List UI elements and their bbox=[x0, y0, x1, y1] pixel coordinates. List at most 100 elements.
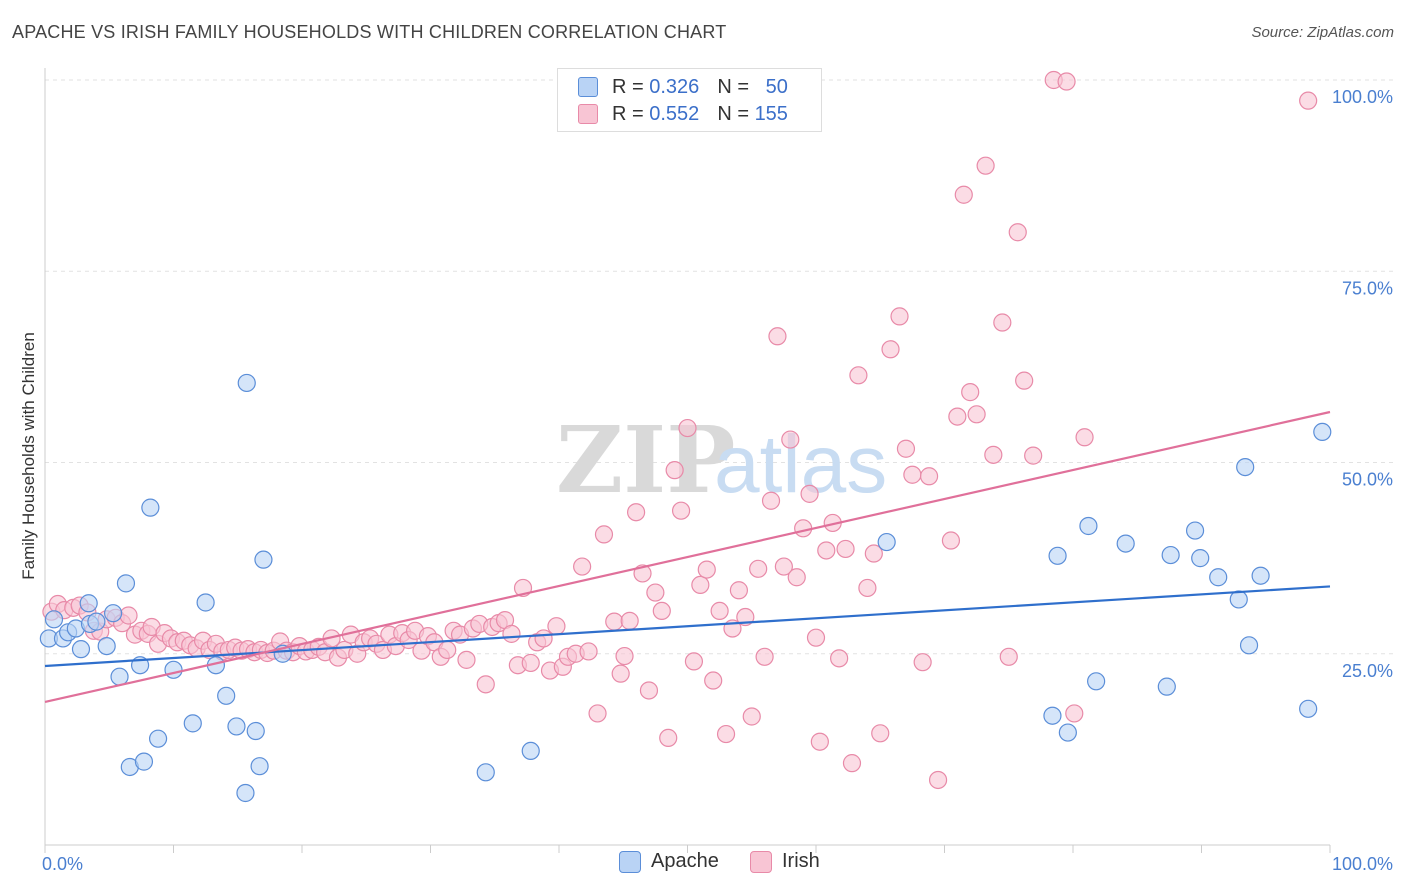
irish-point-71 bbox=[502, 624, 521, 643]
irish-point-96 bbox=[665, 461, 684, 480]
apache-point-34 bbox=[1048, 546, 1067, 565]
x-tick-label-0: 0.0% bbox=[42, 854, 83, 874]
irish-legend-label: Irish bbox=[782, 850, 820, 872]
irish-point-78 bbox=[547, 617, 566, 636]
irish-point-92 bbox=[639, 681, 659, 700]
apache-point-41 bbox=[1185, 521, 1205, 540]
apache-point-19 bbox=[183, 714, 202, 733]
irish-point-144 bbox=[999, 647, 1018, 666]
irish-point-119 bbox=[810, 732, 829, 751]
grid-lines bbox=[45, 79, 1395, 655]
trendlines bbox=[44, 410, 1331, 704]
legend-row-apache: R = 0.326 N = 50 bbox=[578, 74, 788, 100]
irish-point-85 bbox=[594, 525, 614, 544]
irish-r-value: 0.552 bbox=[649, 102, 700, 125]
apache-point-6 bbox=[79, 594, 98, 613]
apache-point-11 bbox=[110, 667, 129, 686]
irish-point-110 bbox=[755, 647, 774, 666]
y-tick-label-100: 100.0% bbox=[1332, 87, 1393, 107]
apache-point-40 bbox=[1161, 545, 1180, 565]
irish-point-142 bbox=[984, 445, 1003, 464]
irish-point-118 bbox=[806, 628, 826, 647]
apache-point-24 bbox=[236, 783, 255, 803]
apache-r-value: 0.326 bbox=[649, 75, 700, 98]
legend-item-apache[interactable]: Apache bbox=[619, 850, 719, 873]
irish-point-151 bbox=[1075, 428, 1094, 447]
irish-point-89 bbox=[620, 611, 639, 630]
irish-point-104 bbox=[716, 724, 736, 744]
apache-point-15 bbox=[134, 752, 154, 771]
irish-point-88 bbox=[615, 646, 634, 666]
apache-point-48 bbox=[1299, 699, 1318, 718]
apache-point-31 bbox=[521, 741, 540, 761]
x-tick-label-100: 100.0% bbox=[1332, 854, 1393, 874]
apache-legend-label: Apache bbox=[651, 850, 719, 872]
irish-point-103 bbox=[710, 601, 729, 621]
irish-point-139 bbox=[961, 383, 980, 402]
irish-point-150 bbox=[1065, 704, 1084, 723]
watermark-atlas: atlas bbox=[714, 419, 887, 510]
legend-row-irish: R = 0.552 N = 155 bbox=[578, 101, 788, 127]
irish-point-99 bbox=[684, 652, 704, 671]
apache-point-20 bbox=[196, 593, 215, 612]
legend-item-irish[interactable]: Irish bbox=[750, 850, 820, 873]
irish-point-136 bbox=[941, 531, 961, 550]
irish-point-100 bbox=[691, 575, 710, 595]
apache-point-10 bbox=[104, 604, 123, 623]
irish-point-147 bbox=[1024, 446, 1043, 465]
y-tick-label-25: 25.0% bbox=[1342, 661, 1393, 681]
irish-point-109 bbox=[749, 559, 768, 578]
apache-point-36 bbox=[1079, 516, 1098, 536]
irish-point-146 bbox=[1015, 371, 1034, 390]
apache-point-39 bbox=[1157, 677, 1176, 696]
irish-point-61 bbox=[438, 640, 457, 660]
irish-point-87 bbox=[611, 664, 630, 683]
irish-point-143 bbox=[993, 313, 1012, 332]
irish-point-74 bbox=[521, 653, 540, 673]
irish-swatch bbox=[578, 104, 598, 124]
apache-n-label: N = bbox=[717, 75, 749, 98]
apache-r-label: R = bbox=[612, 75, 644, 98]
irish-point-90 bbox=[626, 503, 646, 522]
irish-point-123 bbox=[836, 539, 855, 559]
watermark-zip: ZIP bbox=[556, 406, 735, 514]
irish-point-95 bbox=[659, 728, 678, 748]
irish-point-67 bbox=[476, 675, 495, 694]
irish-point-152 bbox=[1299, 91, 1318, 110]
irish-point-129 bbox=[881, 340, 900, 359]
apache-point-17 bbox=[148, 729, 168, 748]
irish-legend-swatch bbox=[750, 850, 772, 873]
irish-point-76 bbox=[534, 629, 553, 648]
irish-point-137 bbox=[948, 407, 967, 426]
irish-point-135 bbox=[928, 770, 948, 790]
irish-point-122 bbox=[830, 649, 849, 668]
irish-point-131 bbox=[896, 439, 916, 458]
apache-point-45 bbox=[1236, 457, 1255, 477]
irish-point-93 bbox=[646, 583, 665, 602]
axes bbox=[44, 68, 1331, 853]
irish-point-86 bbox=[605, 612, 624, 631]
apache-point-32 bbox=[877, 532, 896, 552]
apache-n-value: 50 bbox=[765, 75, 788, 98]
apache-point-49 bbox=[1313, 422, 1332, 441]
irish-point-116 bbox=[794, 519, 813, 538]
apache-point-22 bbox=[217, 686, 236, 705]
irish-point-133 bbox=[913, 653, 932, 672]
y-tick-label-50: 50.0% bbox=[1342, 470, 1393, 490]
irish-point-141 bbox=[976, 156, 995, 175]
irish-point-130 bbox=[890, 307, 909, 326]
watermark: ZIP atlas bbox=[556, 406, 887, 514]
irish-r-label: R = bbox=[612, 102, 644, 125]
irish-point-125 bbox=[849, 366, 868, 385]
apache-point-26 bbox=[246, 721, 265, 741]
apache-point-25 bbox=[237, 373, 256, 393]
irish-point-113 bbox=[774, 557, 793, 576]
apache-point-37 bbox=[1087, 672, 1106, 691]
y-tick-label-75: 75.0% bbox=[1342, 278, 1393, 298]
apache-point-8 bbox=[87, 612, 106, 631]
apache-point-33 bbox=[1043, 706, 1062, 725]
apache-point-47 bbox=[1251, 566, 1270, 585]
irish-point-115 bbox=[787, 568, 806, 587]
source-label: Source: ZipAtlas.com bbox=[1251, 24, 1394, 41]
